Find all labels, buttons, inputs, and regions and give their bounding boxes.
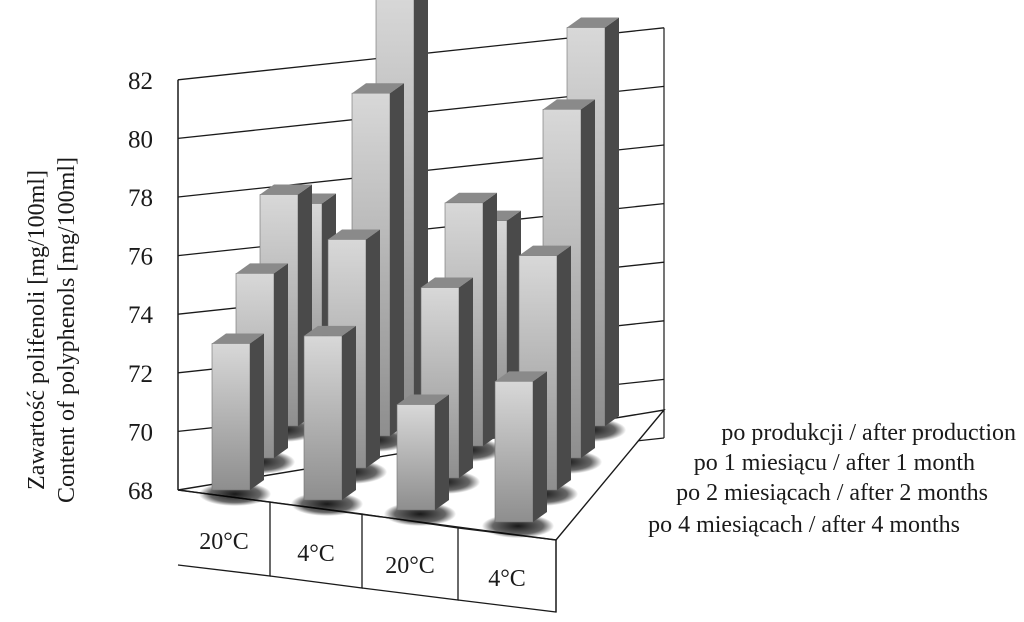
bar-top [495, 371, 547, 382]
series-label: po 2 miesiącach / after 2 months [676, 480, 988, 506]
bar-side [605, 17, 619, 427]
bars-group [198, 0, 627, 538]
x-category-label: 20°C [385, 553, 435, 579]
y-tick-label: 70 [128, 419, 153, 446]
bar-side [366, 229, 380, 468]
bar-side [581, 99, 595, 458]
bar-top [352, 83, 404, 94]
bar-top [567, 17, 619, 28]
y-axis-title: Content of polyphenols [mg/100ml] [54, 157, 80, 503]
bar-top [543, 99, 595, 110]
bar-top [236, 263, 288, 274]
y-tick-label: 72 [128, 361, 153, 388]
labels-group: 68 70 72 74 76 78 80 82 20°C 4°C 20°C 4°C po produkc… [24, 68, 1016, 592]
x-category-label: 4°C [488, 566, 526, 592]
bar [396, 404, 436, 511]
bar-side [390, 83, 404, 436]
bar-top [328, 229, 380, 240]
bar-side [483, 192, 497, 446]
bar-top [397, 394, 449, 405]
bar-top [304, 325, 356, 336]
bar-top [519, 245, 571, 256]
x-category-label: 4°C [297, 541, 335, 567]
bar-side [533, 371, 547, 522]
bar-top [445, 192, 497, 203]
series-label: po 4 miesiącach / after 4 months [648, 512, 960, 538]
bar [494, 381, 534, 523]
axes [177, 27, 665, 490]
bar-side [459, 277, 473, 478]
y-tick-label: 82 [128, 68, 153, 95]
bar-side [342, 325, 356, 500]
y-axis-title: Zawartość polifenoli [mg/100ml] [24, 170, 50, 490]
bar [303, 335, 343, 501]
series-label: po 1 miesiącu / after 1 month [694, 450, 975, 476]
y-tick-label: 76 [128, 244, 153, 271]
bar-side [250, 333, 264, 490]
bar [211, 343, 251, 491]
bar-side [507, 210, 521, 414]
bar-side [435, 394, 449, 510]
bar-top [212, 333, 264, 344]
x-category-label: 20°C [199, 529, 249, 555]
bar-side [274, 263, 288, 458]
series-label: po produkcji / after production [721, 420, 1016, 446]
y-tick-label: 68 [128, 478, 153, 505]
y-tick-label: 80 [128, 126, 153, 153]
y-tick-label: 74 [128, 302, 154, 329]
bar-side [557, 245, 571, 490]
bar-top [260, 184, 312, 195]
bar-top [421, 277, 473, 288]
y-tick-label: 78 [128, 185, 153, 212]
